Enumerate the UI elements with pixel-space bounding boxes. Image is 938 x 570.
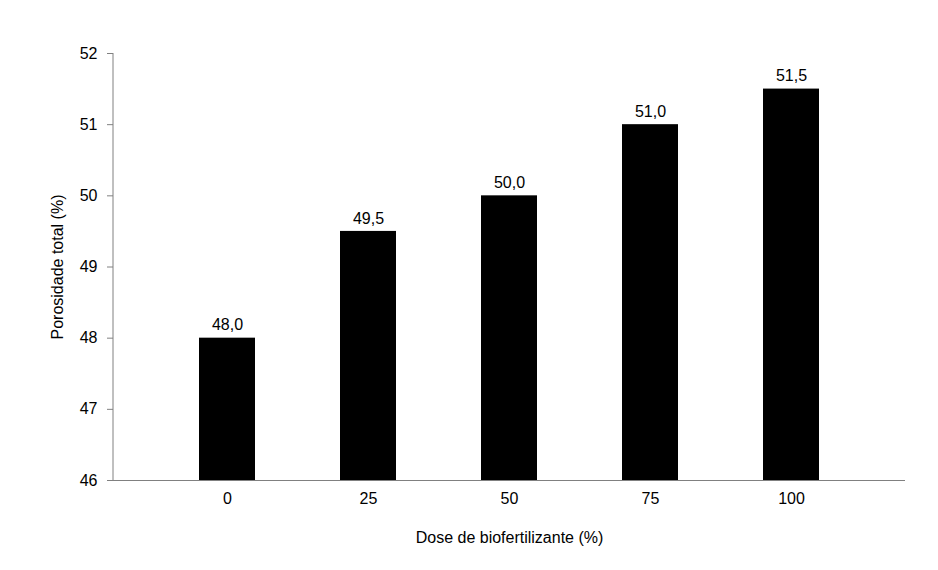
svg-text:75: 75 bbox=[642, 490, 660, 507]
svg-text:51,0: 51,0 bbox=[635, 103, 666, 120]
svg-text:51: 51 bbox=[80, 116, 98, 133]
svg-text:50: 50 bbox=[501, 490, 519, 507]
svg-text:48: 48 bbox=[80, 329, 98, 346]
svg-text:48,0: 48,0 bbox=[212, 316, 243, 333]
svg-text:100: 100 bbox=[778, 490, 805, 507]
svg-text:51,5: 51,5 bbox=[776, 67, 807, 84]
svg-text:50: 50 bbox=[80, 187, 98, 204]
svg-text:Porosidade total (%): Porosidade total (%) bbox=[49, 195, 66, 340]
svg-text:Dose de biofertilizante (%): Dose de biofertilizante (%) bbox=[416, 529, 604, 546]
svg-text:50,0: 50,0 bbox=[494, 174, 525, 191]
svg-text:25: 25 bbox=[360, 490, 378, 507]
svg-text:52: 52 bbox=[80, 45, 98, 62]
svg-text:49,5: 49,5 bbox=[353, 210, 384, 227]
svg-text:49: 49 bbox=[80, 258, 98, 275]
svg-text:47: 47 bbox=[80, 400, 98, 417]
svg-text:46: 46 bbox=[80, 472, 98, 489]
svg-text:0: 0 bbox=[223, 490, 232, 507]
